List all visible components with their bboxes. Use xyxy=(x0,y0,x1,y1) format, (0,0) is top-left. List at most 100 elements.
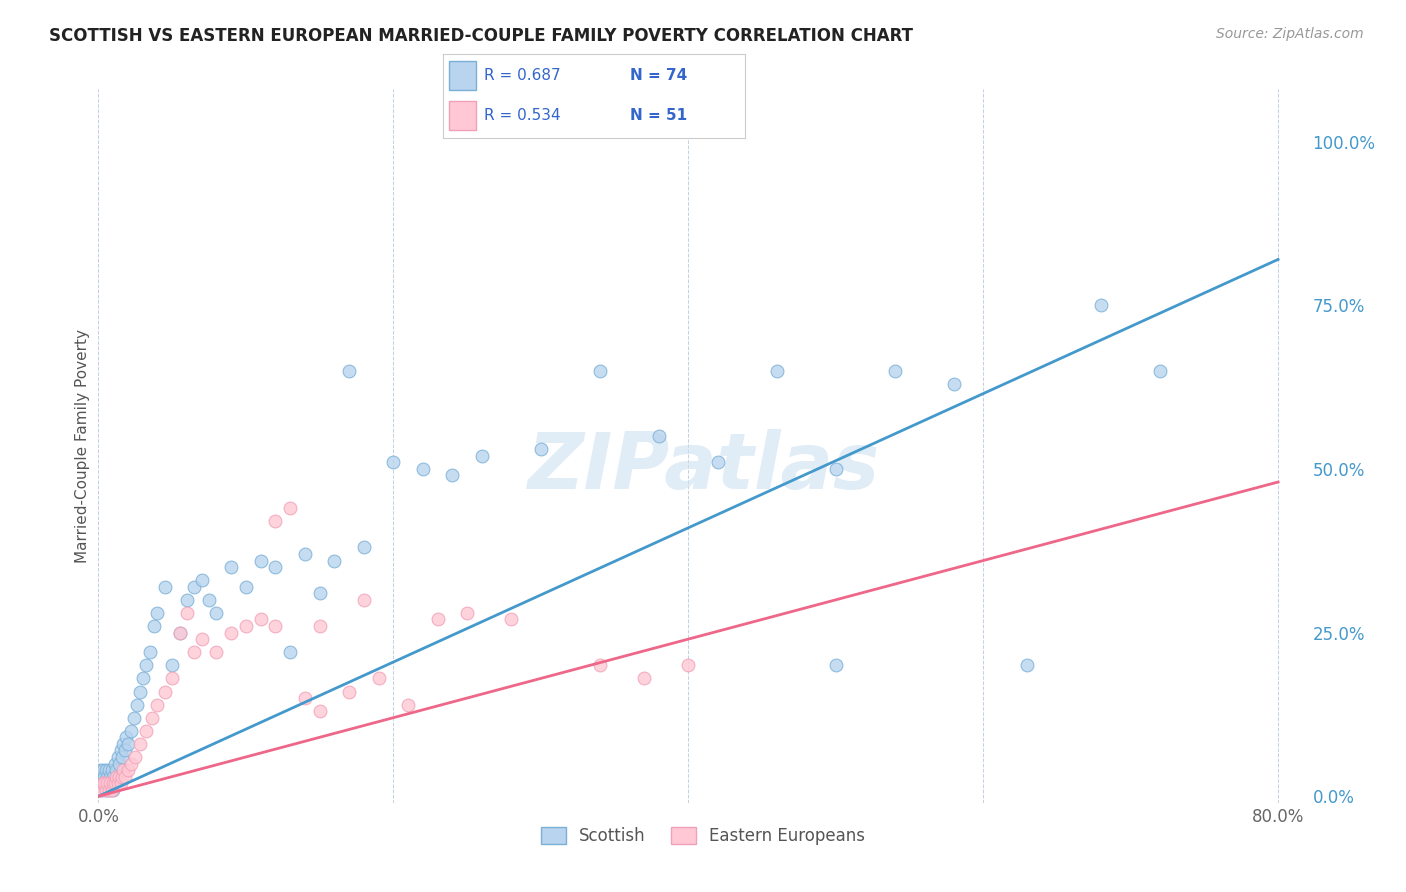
Point xyxy=(89,776,111,790)
Text: N = 74: N = 74 xyxy=(630,68,688,83)
Point xyxy=(143,619,166,633)
Point xyxy=(169,625,191,640)
Point xyxy=(308,704,330,718)
Point xyxy=(93,770,115,784)
Point xyxy=(264,514,287,528)
Point xyxy=(104,776,127,790)
Point xyxy=(219,560,242,574)
Point xyxy=(153,684,176,698)
Point xyxy=(426,612,449,626)
Point xyxy=(114,743,136,757)
Point xyxy=(308,586,330,600)
Point xyxy=(96,782,118,797)
Point xyxy=(100,782,122,797)
Point xyxy=(589,364,612,378)
Point xyxy=(110,776,132,790)
Point xyxy=(648,429,671,443)
Point xyxy=(94,782,117,797)
Point xyxy=(396,698,419,712)
Point xyxy=(97,782,120,797)
Point xyxy=(765,364,787,378)
Point xyxy=(111,770,134,784)
Point xyxy=(91,776,114,790)
Point xyxy=(323,553,346,567)
Point xyxy=(122,711,145,725)
Point xyxy=(128,684,150,698)
Point xyxy=(93,782,115,797)
Point xyxy=(337,364,360,378)
Point xyxy=(89,782,111,797)
Text: SCOTTISH VS EASTERN EUROPEAN MARRIED-COUPLE FAMILY POVERTY CORRELATION CHART: SCOTTISH VS EASTERN EUROPEAN MARRIED-COU… xyxy=(49,27,914,45)
Bar xyxy=(449,101,477,130)
Point xyxy=(678,658,700,673)
Y-axis label: Married-Couple Family Poverty: Married-Couple Family Poverty xyxy=(75,329,90,563)
Point xyxy=(107,776,129,790)
Point xyxy=(205,645,228,659)
Point xyxy=(294,691,316,706)
Point xyxy=(90,770,112,784)
Point xyxy=(824,462,846,476)
Point xyxy=(471,449,494,463)
Bar xyxy=(449,62,477,90)
Point xyxy=(98,776,121,790)
Point xyxy=(589,658,612,673)
Point xyxy=(412,462,434,476)
Point xyxy=(169,625,191,640)
Point xyxy=(91,763,114,777)
Point xyxy=(101,776,124,790)
Point xyxy=(176,592,198,607)
Point xyxy=(125,698,148,712)
Point xyxy=(183,645,205,659)
Point xyxy=(441,468,464,483)
Text: N = 51: N = 51 xyxy=(630,108,688,123)
Point xyxy=(706,455,728,469)
Point xyxy=(308,619,330,633)
Point xyxy=(353,592,375,607)
Point xyxy=(101,782,124,797)
Point xyxy=(98,782,121,797)
Point xyxy=(264,560,287,574)
Point xyxy=(100,763,122,777)
Point xyxy=(112,763,135,777)
Point xyxy=(153,580,176,594)
Point xyxy=(91,776,114,790)
Point xyxy=(264,619,287,633)
Point xyxy=(456,606,478,620)
Point xyxy=(278,501,301,516)
Point xyxy=(198,592,221,607)
Point xyxy=(100,776,122,790)
Point xyxy=(1149,364,1171,378)
Point xyxy=(337,684,360,698)
Point xyxy=(141,711,163,725)
Point xyxy=(1090,298,1112,312)
Point xyxy=(824,658,846,673)
Point xyxy=(96,770,118,784)
Point xyxy=(249,553,271,567)
Point xyxy=(98,770,121,784)
Text: Source: ZipAtlas.com: Source: ZipAtlas.com xyxy=(1216,27,1364,41)
Point xyxy=(94,763,117,777)
Point xyxy=(101,770,124,784)
Point xyxy=(97,776,120,790)
Point xyxy=(96,776,118,790)
Point xyxy=(190,632,212,647)
Point xyxy=(183,580,205,594)
Point xyxy=(114,770,136,784)
Point xyxy=(105,763,128,777)
Point xyxy=(530,442,553,457)
Point xyxy=(883,364,905,378)
Point xyxy=(90,782,112,797)
Point xyxy=(104,756,127,771)
Point xyxy=(146,606,169,620)
Point xyxy=(117,737,139,751)
Text: R = 0.534: R = 0.534 xyxy=(484,108,561,123)
Point xyxy=(135,723,157,738)
Text: ZIPatlas: ZIPatlas xyxy=(527,429,879,506)
Point xyxy=(1017,658,1039,673)
Point xyxy=(111,750,134,764)
Point xyxy=(128,737,150,751)
Point xyxy=(942,376,965,391)
Point xyxy=(249,612,271,626)
Point xyxy=(117,763,139,777)
Point xyxy=(97,763,120,777)
